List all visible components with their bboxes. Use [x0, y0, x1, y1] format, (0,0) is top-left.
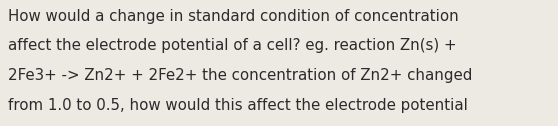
Text: affect the electrode potential of a cell? eg. reaction Zn(s) +: affect the electrode potential of a cell…	[8, 38, 457, 53]
Text: How would a change in standard condition of concentration: How would a change in standard condition…	[8, 9, 459, 24]
Text: from 1.0 to 0.5, how would this affect the electrode potential: from 1.0 to 0.5, how would this affect t…	[8, 98, 468, 113]
Text: 2Fe3+ -> Zn2+ + 2Fe2+ the concentration of Zn2+ changed: 2Fe3+ -> Zn2+ + 2Fe2+ the concentration …	[8, 68, 473, 83]
